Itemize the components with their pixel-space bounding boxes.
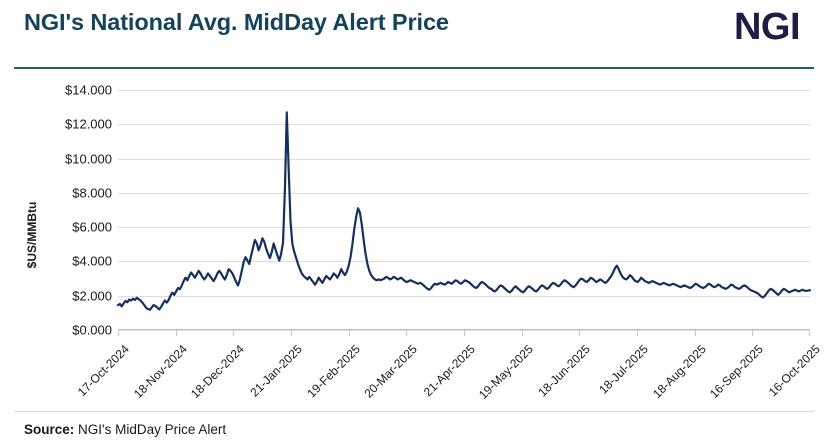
x-tick-mark (233, 330, 235, 336)
ngi-logo: NGI (733, 6, 801, 48)
x-tick-mark (694, 330, 696, 336)
x-tick-mark (348, 330, 350, 336)
y-tick-label: $12.000 (65, 116, 112, 132)
y-tick-label: $4.000 (72, 253, 112, 269)
y-axis-tick-labels: $0.000 $2.000 $4.000 $6.000 $8.000 $10.000 $12… (44, 68, 112, 447)
gridline (118, 261, 810, 263)
plot-container: $US/MMBtu $0.000 $2.000 $4.000 $6.000 $8.000… (0, 68, 828, 447)
source-label: Source: (24, 422, 75, 437)
x-tick-mark (579, 330, 581, 336)
y-tick-label: $2.000 (72, 288, 112, 304)
price-line-series (116, 111, 812, 311)
y-tick-label: $14.000 (65, 82, 112, 98)
y-axis-title: $US/MMBtu (25, 201, 39, 269)
x-tick-mark (809, 330, 810, 336)
x-tick-mark (406, 330, 408, 336)
x-tick-mark (291, 330, 292, 336)
x-tick-mark (521, 330, 523, 336)
gridline (118, 295, 810, 297)
chart-header: NGI's National Avg. MidDay Alert Price N… (0, 0, 828, 69)
x-axis-line (118, 329, 810, 330)
source-value: NGI's MidDay Price Alert (78, 422, 227, 437)
gridline (118, 227, 810, 229)
y-tick-label: $10.000 (65, 151, 112, 167)
y-tick-label: $0.000 (72, 322, 112, 338)
gridline (118, 192, 810, 194)
y-tick-label: $8.000 (72, 185, 112, 201)
footer-divider (14, 411, 814, 412)
x-tick-mark (464, 330, 465, 336)
source-note: Source: NGI's MidDay Price Alert (24, 422, 226, 437)
header-divider (14, 67, 814, 69)
x-axis-tick-labels: 17-Oct-2024 18-Nov-2024 18-Dec-2024 21-Jan-… (75, 90, 823, 402)
x-tick-mark (637, 330, 638, 336)
gridline (118, 124, 810, 126)
gridline (118, 158, 810, 160)
gridline (118, 90, 810, 91)
y-tick-label: $6.000 (72, 219, 112, 235)
x-tick-mark (118, 330, 119, 336)
x-tick-mark (752, 330, 754, 336)
x-tick-mark (175, 330, 177, 336)
page-title: NGI's National Avg. MidDay Alert Price (24, 9, 449, 35)
